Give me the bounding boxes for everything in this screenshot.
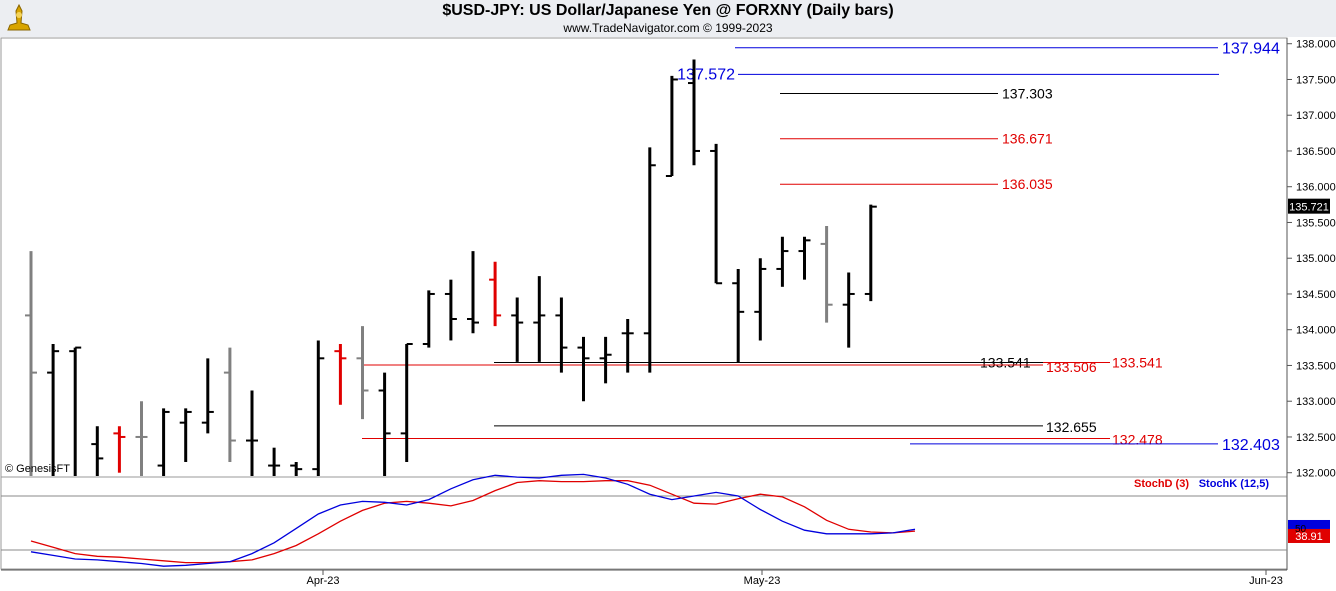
price-bar	[864, 204, 877, 302]
price-bar	[621, 318, 634, 373]
price-bar	[201, 358, 214, 434]
price-bar	[268, 447, 281, 476]
stochd-legend: StochD (3)	[1134, 478, 1189, 490]
y-tick-label: 132.000	[1296, 468, 1336, 480]
level-label: 136.035	[1002, 176, 1053, 192]
y-tick-label: 134.000	[1296, 325, 1336, 337]
price-bar	[400, 343, 413, 462]
price-bar	[69, 346, 82, 476]
level-label: 132.478	[1112, 432, 1163, 448]
price-bar	[555, 297, 568, 373]
price-bar	[688, 59, 700, 166]
price-bar	[511, 297, 524, 362]
x-tick-label: Jun-23	[1249, 575, 1283, 587]
price-bar	[599, 336, 612, 384]
price-bar	[91, 426, 104, 476]
last-price-label: 135.721	[1289, 202, 1329, 214]
price-bar	[776, 236, 789, 287]
price-bar	[489, 261, 502, 327]
y-tick-label: 132.500	[1296, 432, 1336, 444]
price-bar	[246, 390, 258, 476]
stoch-k-marker	[1288, 519, 1330, 529]
y-tick-label: 133.500	[1296, 360, 1336, 372]
price-bar	[113, 426, 126, 473]
y-tick-label: 138.000	[1296, 39, 1336, 51]
y-tick-label: 133.000	[1296, 396, 1336, 408]
price-bar	[312, 340, 325, 476]
price-bars	[25, 59, 877, 476]
time-axis: Apr-23 May-23 Jun-23	[306, 570, 1283, 587]
last-price-box	[1288, 198, 1330, 214]
y-tick-label: 135.500	[1296, 217, 1336, 229]
price-bar	[135, 401, 148, 476]
price-bar	[378, 372, 391, 476]
stochk-line	[30, 473, 916, 567]
stochd-line	[30, 480, 916, 564]
y-tick-label: 137.500	[1296, 74, 1336, 86]
level-lines: 137.944 137.572 137.303 136.671 136.035 133.5…	[362, 41, 1280, 454]
x-tick-label: May-23	[744, 575, 781, 587]
price-bar	[422, 290, 435, 348]
price-bar	[47, 344, 60, 476]
stoch-panel-frame	[0, 476, 1288, 570]
price-bar	[290, 461, 303, 476]
price-bar	[665, 75, 678, 177]
y-tick-label: 135.000	[1296, 253, 1336, 265]
price-bar	[444, 279, 457, 341]
y-tick-label: 134.500	[1296, 289, 1336, 301]
stoch-last-label: 38.91	[1295, 531, 1323, 543]
level-label: 136.671	[1002, 131, 1053, 147]
chart-subtitle: www.TradeNavigator.com © 1999-2023	[563, 21, 773, 35]
price-bar	[710, 143, 723, 285]
price-bar	[798, 236, 811, 280]
price-bar	[157, 408, 170, 476]
price-bar	[754, 258, 767, 341]
y-tick-label: 137.000	[1296, 110, 1336, 122]
chart-title: $USD-JPY: US Dollar/Japanese Yen @ FORXN…	[442, 2, 894, 19]
level-label: 133.541	[1112, 355, 1163, 371]
y-tick-label: 136.500	[1296, 146, 1336, 158]
stoch-last-box	[1288, 528, 1330, 543]
level-label: 133.506	[1046, 359, 1097, 375]
stoch-tick-50: 50	[1295, 524, 1307, 535]
price-axis: 138.000 137.500 137.000 136.500 136.000 135.5…	[1287, 39, 1336, 480]
price-bar	[842, 272, 855, 348]
level-label: 137.944	[1222, 41, 1280, 58]
price-bar	[533, 276, 546, 362]
trade-navigator-logo-icon	[7, 3, 31, 31]
price-bar	[820, 226, 833, 323]
level-label: 137.572	[677, 66, 735, 83]
price-bar	[334, 344, 347, 405]
level-label: 133.541	[980, 355, 1031, 371]
price-bar	[356, 326, 369, 420]
level-label: 132.655	[1046, 419, 1097, 435]
copyright-label: © GenesisFT	[5, 463, 70, 475]
y-tick-label: 136.000	[1296, 182, 1336, 194]
price-bar	[577, 336, 590, 402]
stochastic-lines: 38.91	[1, 473, 1330, 567]
price-bar	[467, 251, 479, 334]
price-bar	[223, 347, 236, 462]
x-tick-label: Apr-23	[306, 575, 339, 587]
chart-header: $USD-JPY: US Dollar/Japanese Yen @ FORXN…	[0, 0, 1336, 37]
price-bar	[179, 408, 192, 462]
level-label: 132.403	[1222, 437, 1280, 454]
price-panel-frame	[0, 37, 1288, 478]
price-bar	[732, 268, 745, 363]
price-bar	[643, 147, 656, 373]
price-bar	[25, 251, 37, 476]
level-label: 137.303	[1002, 86, 1053, 102]
stochk-legend: StochK (12,5)	[1199, 478, 1270, 490]
